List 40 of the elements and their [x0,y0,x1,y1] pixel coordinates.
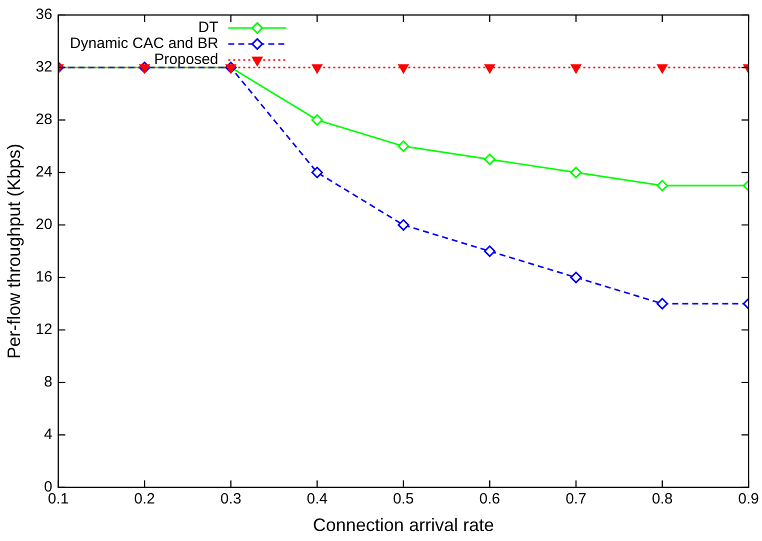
y-tick-label: 36 [36,6,52,24]
legend-label: Dynamic CAC and BR [70,35,218,52]
x-tick-label: 0.7 [566,490,586,508]
point [139,64,150,74]
legend-label: Proposed [154,51,218,68]
point [226,64,236,74]
y-tick-label: 12 [36,321,52,338]
x-tick-label: 0.5 [393,490,414,508]
y-tick-label: 24 [36,164,52,181]
x-tick-label: 0.2 [134,490,155,508]
point [398,64,409,74]
point [312,64,322,74]
point [484,154,496,166]
x-tick-label: 0.9 [738,490,760,508]
point [484,64,495,74]
point [657,64,668,74]
y-tick-label: 8 [44,374,52,391]
point [311,114,323,126]
point [656,298,668,310]
x-tick-label: 0.8 [652,490,673,508]
legend-label: DT [198,19,218,36]
y-tick-label: 20 [36,216,52,234]
y-tick-label: 28 [36,111,52,128]
point [398,140,410,152]
x-tick-label: 0.3 [220,490,242,508]
x-tick-label: 0.1 [48,490,69,508]
point [311,166,323,178]
y-tick-label: 16 [36,268,52,286]
y-axis-title: Per-flow throughput (Kbps) [4,144,24,359]
x-tick-label: 0.6 [479,490,500,508]
x-axis-title: Connection arrival rate [312,515,494,536]
x-tick-label: 0.4 [306,490,328,508]
point [570,272,582,284]
point [656,180,668,192]
point [484,245,496,257]
y-tick-label: 32 [36,58,52,76]
point [398,219,410,231]
point [570,166,582,178]
point [570,64,582,74]
y-tick-label: 4 [44,426,52,444]
